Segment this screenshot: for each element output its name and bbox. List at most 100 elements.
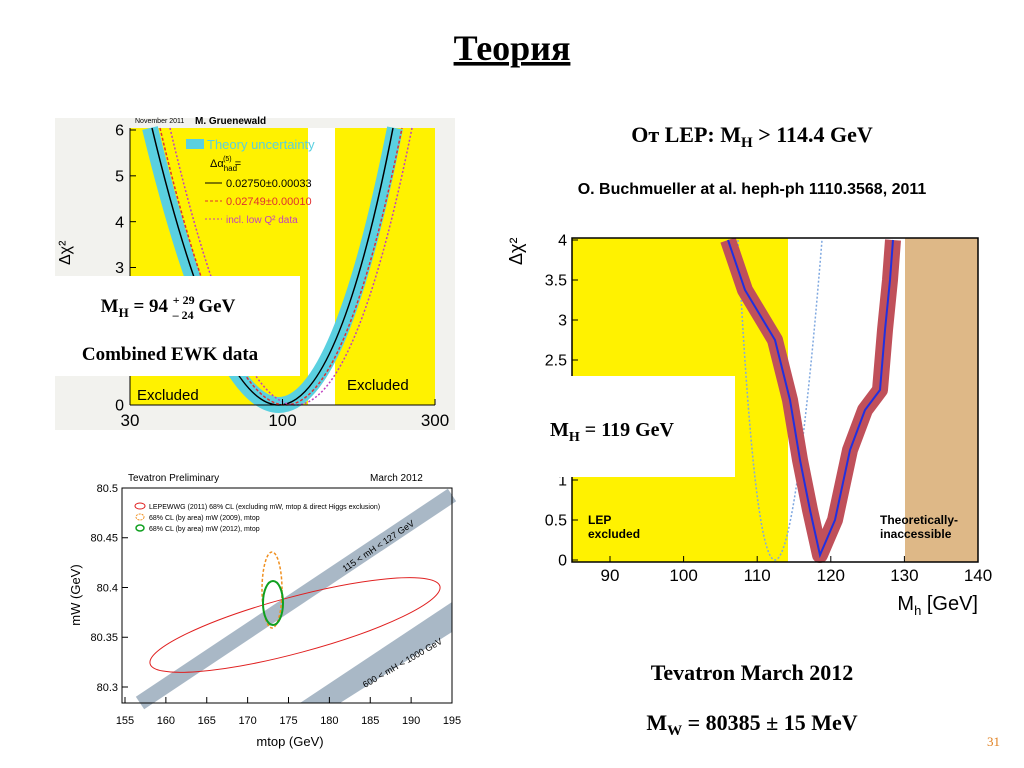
text: [GeV]	[921, 593, 978, 615]
text: – 24	[172, 308, 194, 322]
text: H	[741, 135, 753, 151]
legend-entry: 68% CL (by area) mW (2009), mtop	[149, 515, 260, 522]
plot-date: March 2012	[370, 473, 423, 484]
x-tick-label: 175	[279, 715, 297, 727]
lep-excluded: LEP excluded	[588, 513, 640, 541]
y-tick-label: 80.45	[90, 533, 118, 545]
text: = 80385 ± 15 MeV	[682, 710, 858, 735]
fit-plot: Δχ² Mh [GeV] LEP excluded Theoretically-i…	[490, 233, 992, 618]
x-tick-label: 165	[198, 715, 216, 727]
legend-swatch	[135, 524, 145, 532]
excluded-label: Excluded	[347, 377, 409, 394]
legend-swatch	[134, 502, 146, 510]
delta-alpha: Δαhad(5) =	[210, 156, 241, 173]
legend-entry: 0.02750±0.00033	[226, 178, 312, 190]
tevatron-heading: Tevatron March 2012	[651, 660, 853, 685]
lep-limit: От LEP: MH > 114.4 GeV	[631, 122, 873, 151]
y-ticks: 80.5 80.45 80.4 80.35 80.3	[90, 483, 128, 694]
text: H	[119, 305, 129, 320]
legend-entry: LEPEWWG (2011) 68% CL (excluding mW, mto…	[149, 504, 380, 511]
legend-swatch	[186, 139, 204, 149]
y-label: mW (GeV)	[68, 564, 83, 625]
expected-curve	[737, 239, 823, 561]
y-tick-label: 1	[558, 473, 567, 490]
x-tick-label: 130	[890, 566, 918, 585]
text: Theoretically-	[880, 513, 958, 527]
page-number: 31	[987, 734, 1000, 749]
title: Теория	[454, 28, 571, 68]
y-label: Δχ²	[506, 238, 526, 265]
y-tick-label: 3.5	[545, 273, 567, 290]
x-ticks: 155 160 165 170 175 180 185 190 195	[116, 697, 461, 727]
text: От LEP: M	[631, 122, 741, 147]
x-label: Mh [GeV]	[897, 593, 978, 618]
text: = 94	[129, 296, 173, 317]
ewk-plot: November 2011 M. Gruenewald Theory uncer…	[55, 116, 455, 430]
text: = 119 GeV	[580, 419, 675, 441]
x-tick-label: 90	[601, 566, 620, 585]
inaccessible-region	[905, 238, 978, 562]
theory-label: Theoretically-inaccessible	[880, 513, 958, 541]
plot-author: M. Gruenewald	[195, 116, 266, 127]
lepewwg-ellipse	[149, 577, 441, 673]
legend-entry: 0.02749±0.00010	[226, 196, 312, 208]
x-tick-label: 155	[116, 715, 134, 727]
text: had	[224, 164, 237, 173]
result: MH = 94 + 29– 24 GeV	[101, 293, 236, 322]
text: GeV	[194, 296, 236, 317]
text: W	[667, 723, 682, 739]
y-tick-label: 3	[558, 313, 567, 330]
x-tick-label: 120	[817, 566, 845, 585]
x-label: mtop (GeV)	[256, 734, 323, 749]
y-tick-label: 80.3	[97, 682, 118, 694]
text: M	[646, 710, 667, 735]
text: + 29	[173, 293, 195, 307]
band-high	[300, 602, 452, 703]
x-ticks: 30 100 300	[121, 399, 449, 430]
y-tick-label: 0.5	[545, 513, 567, 530]
y-tick-label: 3	[115, 260, 124, 277]
x-tick-label: 300	[421, 411, 449, 430]
x-tick-label: 170	[238, 715, 256, 727]
text: =	[232, 158, 241, 170]
text: LEP	[588, 513, 611, 527]
x-tick-label: 30	[121, 411, 140, 430]
excluded-label: Excluded	[137, 387, 199, 404]
x-tick-label: 180	[320, 715, 338, 727]
x-tick-label: 100	[669, 566, 697, 585]
y-tick-label: 80.4	[97, 582, 118, 594]
x-tick-label: 190	[402, 715, 420, 727]
legend-entry: 68% CL (by area) mW (2012), mtop	[149, 526, 260, 533]
tevatron-plot: Tevatron Preliminary March 2012 LEPEWWG …	[68, 473, 461, 749]
plot-title: Tevatron Preliminary	[128, 473, 219, 484]
result: MH = 119 GeV	[550, 419, 675, 445]
x-tick-label: 195	[443, 715, 461, 727]
legend-swatch	[135, 513, 145, 521]
x-ticks: 90 100 110 120 130 140	[601, 556, 992, 585]
text: > 114.4 GeV	[753, 122, 873, 147]
frame-line	[121, 487, 453, 704]
text: Δα	[210, 158, 224, 170]
fit-curve-2	[159, 127, 403, 406]
y-label: Δχ²	[57, 240, 74, 265]
y-tick-label: 4	[115, 214, 124, 231]
text: M	[550, 419, 569, 441]
y-tick-label: 80.35	[90, 632, 118, 644]
result-note: Combined EWK data	[82, 344, 259, 365]
band-low	[135, 488, 457, 710]
x-tick-label: 160	[157, 715, 175, 727]
y-tick-label: 0	[115, 398, 124, 415]
reference: O. Buchmueller at al. heph-ph 1110.3568,…	[578, 181, 927, 198]
text: M	[101, 296, 119, 317]
text: inaccessible	[880, 527, 952, 541]
y-tick-label: 2.5	[545, 353, 567, 370]
x-tick-label: 100	[268, 411, 296, 430]
fit-curve	[727, 239, 894, 559]
text: excluded	[588, 527, 640, 541]
text: h	[914, 603, 921, 618]
y-tick-label: 5	[115, 168, 124, 185]
result-box	[490, 376, 735, 477]
legend-title: Theory uncertainty	[207, 137, 315, 152]
legend-entry: incl. low Q² data	[226, 215, 298, 226]
